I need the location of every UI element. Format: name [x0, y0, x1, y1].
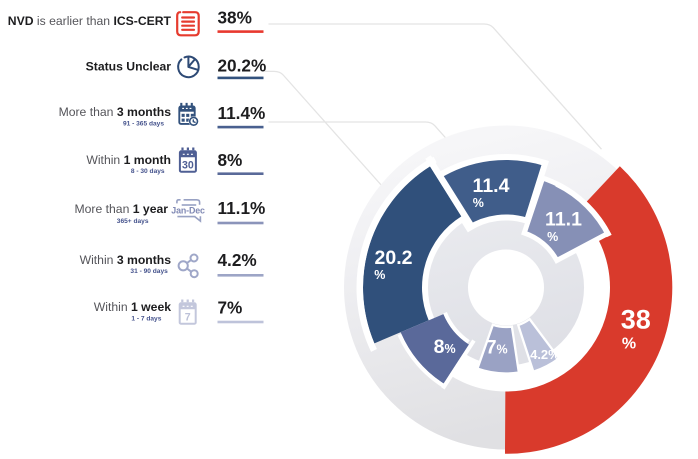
svg-text:20.2: 20.2: [375, 247, 413, 269]
svg-text:%: %: [547, 230, 558, 244]
svg-text:20.2%: 20.2%: [218, 56, 267, 76]
svg-text:11.1%: 11.1%: [218, 198, 266, 218]
svg-text:7: 7: [185, 312, 191, 324]
svg-text:%: %: [374, 268, 385, 282]
svg-text:11.1: 11.1: [545, 209, 582, 231]
svg-text:365+ days: 365+ days: [117, 218, 149, 225]
svg-text:11.4%: 11.4%: [218, 103, 266, 123]
svg-text:%: %: [622, 336, 636, 353]
svg-text:7%: 7%: [218, 298, 243, 318]
svg-text:31 - 90 days: 31 - 90 days: [130, 268, 168, 275]
svg-text:38%: 38%: [218, 8, 252, 28]
svg-text:91 - 365 days: 91 - 365 days: [123, 121, 164, 128]
svg-text:4.2%: 4.2%: [218, 250, 257, 270]
svg-text:More than 1 year: More than 1 year: [74, 202, 168, 216]
svg-text:Within 1 week: Within 1 week: [94, 300, 171, 314]
svg-text:More than 3 months: More than 3 months: [59, 105, 172, 119]
svg-text:%: %: [473, 196, 484, 210]
svg-text:Within 3 months: Within 3 months: [80, 253, 172, 267]
svg-text:30: 30: [182, 160, 194, 172]
svg-text:8 - 30 days: 8 - 30 days: [131, 168, 165, 175]
svg-text:Within 1 month: Within 1 month: [86, 153, 171, 167]
svg-text:1 - 7 days: 1 - 7 days: [131, 316, 161, 323]
svg-text:8%: 8%: [218, 150, 243, 170]
svg-text:11.4: 11.4: [473, 175, 510, 197]
svg-text:NVD is earlier than ICS-CERT: NVD is earlier than ICS-CERT: [8, 14, 172, 28]
svg-text:Jan-Dec: Jan-Dec: [171, 206, 205, 216]
svg-text:7%: 7%: [486, 337, 508, 359]
svg-text:4.2%: 4.2%: [530, 347, 560, 362]
svg-text:Status Unclear: Status Unclear: [86, 60, 172, 74]
svg-text:38: 38: [621, 305, 651, 335]
svg-text:8%: 8%: [434, 336, 456, 358]
